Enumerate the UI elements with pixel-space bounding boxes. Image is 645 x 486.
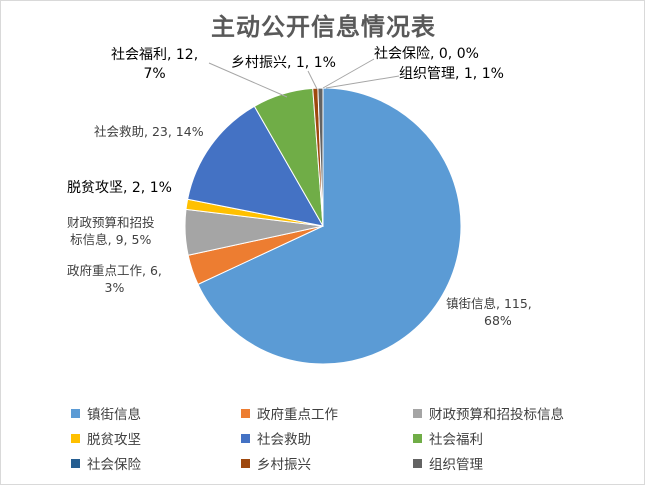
- pie-slice-organization: [317, 87, 324, 227]
- leader-line-organization: [325, 75, 400, 89]
- legend-item-organization: 组织管理: [413, 453, 483, 473]
- label-town-info: 镇街信息, 115, 68%: [446, 296, 532, 328]
- leader-line-welfare: [208, 62, 288, 98]
- legend-item-insurance: 社会保险: [71, 453, 141, 473]
- legend-swatch: [241, 408, 250, 418]
- legend-item-budget: 财政预算和招投标信息: [413, 403, 564, 423]
- legend-swatch: [413, 458, 422, 468]
- label-organization: 组织管理, 1, 1%: [399, 66, 504, 82]
- legend-swatch: [71, 458, 80, 468]
- legend-item-poverty: 脱贫攻坚: [71, 428, 141, 448]
- label-relief: 社会救助, 23, 14%: [94, 124, 204, 139]
- legend-swatch: [241, 458, 250, 468]
- legend-swatch: [413, 433, 422, 443]
- pie-slice-town-info: [197, 87, 462, 365]
- pie-slice-relief: [187, 105, 324, 227]
- legend-swatch: [71, 408, 80, 418]
- label-welfare: 社会福利, 12, 7%: [111, 47, 199, 82]
- legend-swatch: [71, 433, 80, 443]
- leader-line-insurance: [322, 58, 375, 89]
- legend-item-town-info: 镇街信息: [71, 403, 141, 423]
- label-budget: 财政预算和招投 标信息, 9, 5%: [67, 215, 155, 247]
- legend-item-welfare: 社会福利: [413, 428, 483, 448]
- label-rural: 乡村振兴, 1, 1%: [231, 55, 336, 71]
- leader-line-rural: [307, 70, 318, 90]
- legend-swatch: [241, 433, 250, 443]
- label-poverty: 脱贫攻坚, 2, 1%: [67, 180, 172, 196]
- legend-item-key-work: 政府重点工作: [241, 403, 338, 423]
- legend-item-relief: 社会救助: [241, 428, 311, 448]
- chart-title: 主动公开信息情况表: [211, 12, 436, 41]
- label-key-work: 政府重点工作, 6, 3%: [67, 263, 162, 295]
- label-insurance: 社会保险, 0, 0%: [374, 46, 479, 62]
- legend-swatch: [413, 408, 422, 418]
- legend-item-rural: 乡村振兴: [241, 453, 311, 473]
